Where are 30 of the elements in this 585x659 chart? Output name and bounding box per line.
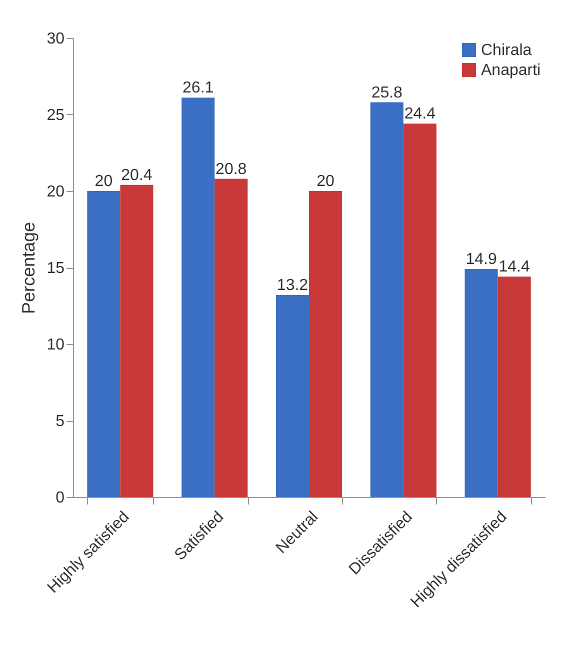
data-label: 20 (94, 173, 113, 190)
data-label: 20.4 (121, 166, 152, 184)
bar (120, 184, 154, 497)
data-label: 14.9 (466, 251, 497, 268)
bar (464, 269, 498, 497)
bar (87, 191, 120, 497)
y-tick-label: 10 (46, 336, 65, 354)
data-label: 13.2 (276, 277, 308, 294)
data-label: 14.4 (498, 258, 530, 276)
bar (182, 98, 215, 497)
data-label: 20.8 (216, 160, 247, 178)
y-tick-label: 30 (46, 30, 65, 48)
data-label: 24.4 (404, 106, 436, 123)
bar (370, 102, 404, 497)
y-tick-label: 20 (46, 184, 65, 200)
y-tick-label: 0 (56, 490, 65, 506)
bar (403, 124, 436, 497)
legend-label: Anaparti (481, 62, 541, 79)
data-label: 26.1 (182, 80, 214, 97)
data-label: 20 (316, 173, 335, 190)
bar (276, 295, 309, 497)
bar (498, 276, 531, 497)
data-label: 25.8 (371, 84, 403, 102)
y-tick-label: 25 (46, 107, 65, 124)
bar (214, 178, 248, 497)
bar (309, 191, 342, 497)
y-axis-title: Percentage (18, 222, 39, 314)
legend-label: Chirala (481, 42, 532, 59)
y-tick-label: 15 (46, 260, 65, 277)
y-tick-label: 5 (56, 413, 65, 430)
